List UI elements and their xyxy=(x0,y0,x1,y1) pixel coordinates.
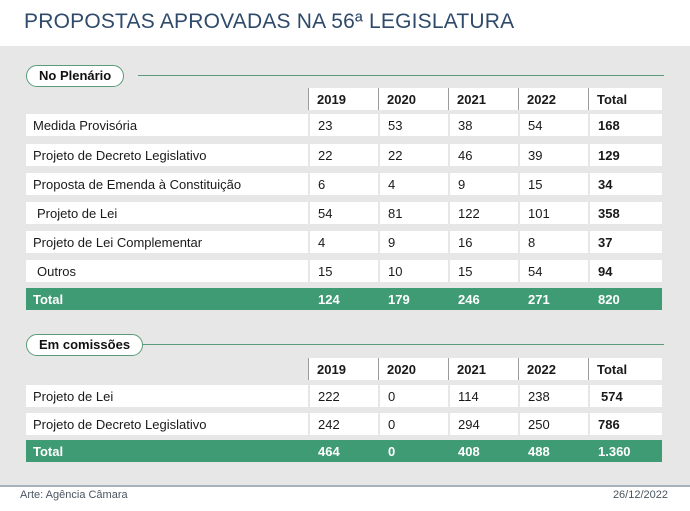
total-2022: 271 xyxy=(518,288,588,310)
header-blank xyxy=(26,358,308,380)
row-label: Projeto de Lei xyxy=(26,202,308,224)
cell-2022: 250 xyxy=(518,413,588,435)
cell-2022: 101 xyxy=(518,202,588,224)
cell-2021: 16 xyxy=(448,231,518,253)
cell-2022: 54 xyxy=(518,114,588,136)
row-label: Proposta de Emenda à Constituição xyxy=(26,173,308,195)
cell-total: 574 xyxy=(588,385,662,407)
header-total: Total xyxy=(588,358,662,380)
cell-total: 37 xyxy=(588,231,662,253)
table-row: Projeto de Lei Complementar 4 9 16 8 37 xyxy=(26,231,666,253)
cell-2020: 0 xyxy=(378,385,448,407)
cell-2021: 15 xyxy=(448,260,518,282)
table-row: Projeto de Decreto Legislativo 242 0 294… xyxy=(26,413,666,435)
total-total: 1.360 xyxy=(588,440,662,462)
header-2021: 2021 xyxy=(448,358,518,380)
cell-2020: 9 xyxy=(378,231,448,253)
total-2020: 0 xyxy=(378,440,448,462)
table-row: Proposta de Emenda à Constituição 6 4 9 … xyxy=(26,173,666,195)
total-row: Total 124 179 246 271 820 xyxy=(26,288,666,310)
cell-total: 94 xyxy=(588,260,662,282)
cell-2022: 238 xyxy=(518,385,588,407)
section-divider xyxy=(138,75,664,76)
cell-total: 168 xyxy=(588,114,662,136)
cell-2020: 22 xyxy=(378,144,448,166)
header-2020: 2020 xyxy=(378,88,448,110)
total-2022: 488 xyxy=(518,440,588,462)
cell-2020: 4 xyxy=(378,173,448,195)
cell-2022: 39 xyxy=(518,144,588,166)
total-label: Total xyxy=(26,440,308,462)
total-2019: 464 xyxy=(308,440,378,462)
footer-credit: Arte: Agência Câmara xyxy=(20,489,128,501)
total-row: Total 464 0 408 488 1.360 xyxy=(26,440,666,462)
cell-2019: 54 xyxy=(308,202,378,224)
cell-2019: 222 xyxy=(308,385,378,407)
table-row: Projeto de Decreto Legislativo 22 22 46 … xyxy=(26,144,666,166)
cell-2019: 22 xyxy=(308,144,378,166)
total-label: Total xyxy=(26,288,308,310)
section-label-plenario: No Plenário xyxy=(26,65,125,87)
cell-2020: 10 xyxy=(378,260,448,282)
header-blank xyxy=(26,88,308,110)
cell-total: 34 xyxy=(588,173,662,195)
table-row: Projeto de Lei 54 81 122 101 358 xyxy=(26,202,666,224)
cell-2021: 46 xyxy=(448,144,518,166)
cell-2021: 294 xyxy=(448,413,518,435)
table-row: Projeto de Lei 222 0 114 238 574 xyxy=(26,385,666,407)
total-total: 820 xyxy=(588,288,662,310)
row-label: Projeto de Decreto Legislativo xyxy=(26,413,308,435)
header-total: Total xyxy=(588,88,662,110)
cell-total: 786 xyxy=(588,413,662,435)
cell-2022: 54 xyxy=(518,260,588,282)
footer-divider xyxy=(0,485,690,487)
cell-2019: 6 xyxy=(308,173,378,195)
total-2019: 124 xyxy=(308,288,378,310)
page-title: PROPOSTAS APROVADAS NA 56ª LEGISLATURA xyxy=(24,10,515,33)
table-header: 2019 2020 2021 2022 Total xyxy=(26,88,666,110)
row-label: Projeto de Lei xyxy=(26,385,308,407)
section-label-comissoes: Em comissões xyxy=(26,334,144,356)
cell-2021: 38 xyxy=(448,114,518,136)
table-row: Outros 15 10 15 54 94 xyxy=(26,260,666,282)
cell-2021: 122 xyxy=(448,202,518,224)
header-2019: 2019 xyxy=(308,88,378,110)
header-2021: 2021 xyxy=(448,88,518,110)
row-label: Medida Provisória xyxy=(26,114,308,136)
table-header: 2019 2020 2021 2022 Total xyxy=(26,358,666,380)
cell-2022: 15 xyxy=(518,173,588,195)
header-2020: 2020 xyxy=(378,358,448,380)
cell-2020: 53 xyxy=(378,114,448,136)
header-2022: 2022 xyxy=(518,88,588,110)
table-row: Medida Provisória 23 53 38 54 168 xyxy=(26,114,666,136)
section-divider xyxy=(138,344,664,345)
row-label: Projeto de Decreto Legislativo xyxy=(26,144,308,166)
total-2021: 246 xyxy=(448,288,518,310)
cell-2021: 9 xyxy=(448,173,518,195)
cell-2019: 4 xyxy=(308,231,378,253)
cell-2019: 242 xyxy=(308,413,378,435)
cell-total: 358 xyxy=(588,202,662,224)
cell-2019: 23 xyxy=(308,114,378,136)
cell-2020: 81 xyxy=(378,202,448,224)
cell-2019: 15 xyxy=(308,260,378,282)
cell-2022: 8 xyxy=(518,231,588,253)
header-2022: 2022 xyxy=(518,358,588,380)
total-2021: 408 xyxy=(448,440,518,462)
cell-2020: 0 xyxy=(378,413,448,435)
cell-2021: 114 xyxy=(448,385,518,407)
total-2020: 179 xyxy=(378,288,448,310)
row-label: Outros xyxy=(26,260,308,282)
footer-date: 26/12/2022 xyxy=(612,489,668,501)
header-2019: 2019 xyxy=(308,358,378,380)
row-label: Projeto de Lei Complementar xyxy=(26,231,308,253)
cell-total: 129 xyxy=(588,144,662,166)
